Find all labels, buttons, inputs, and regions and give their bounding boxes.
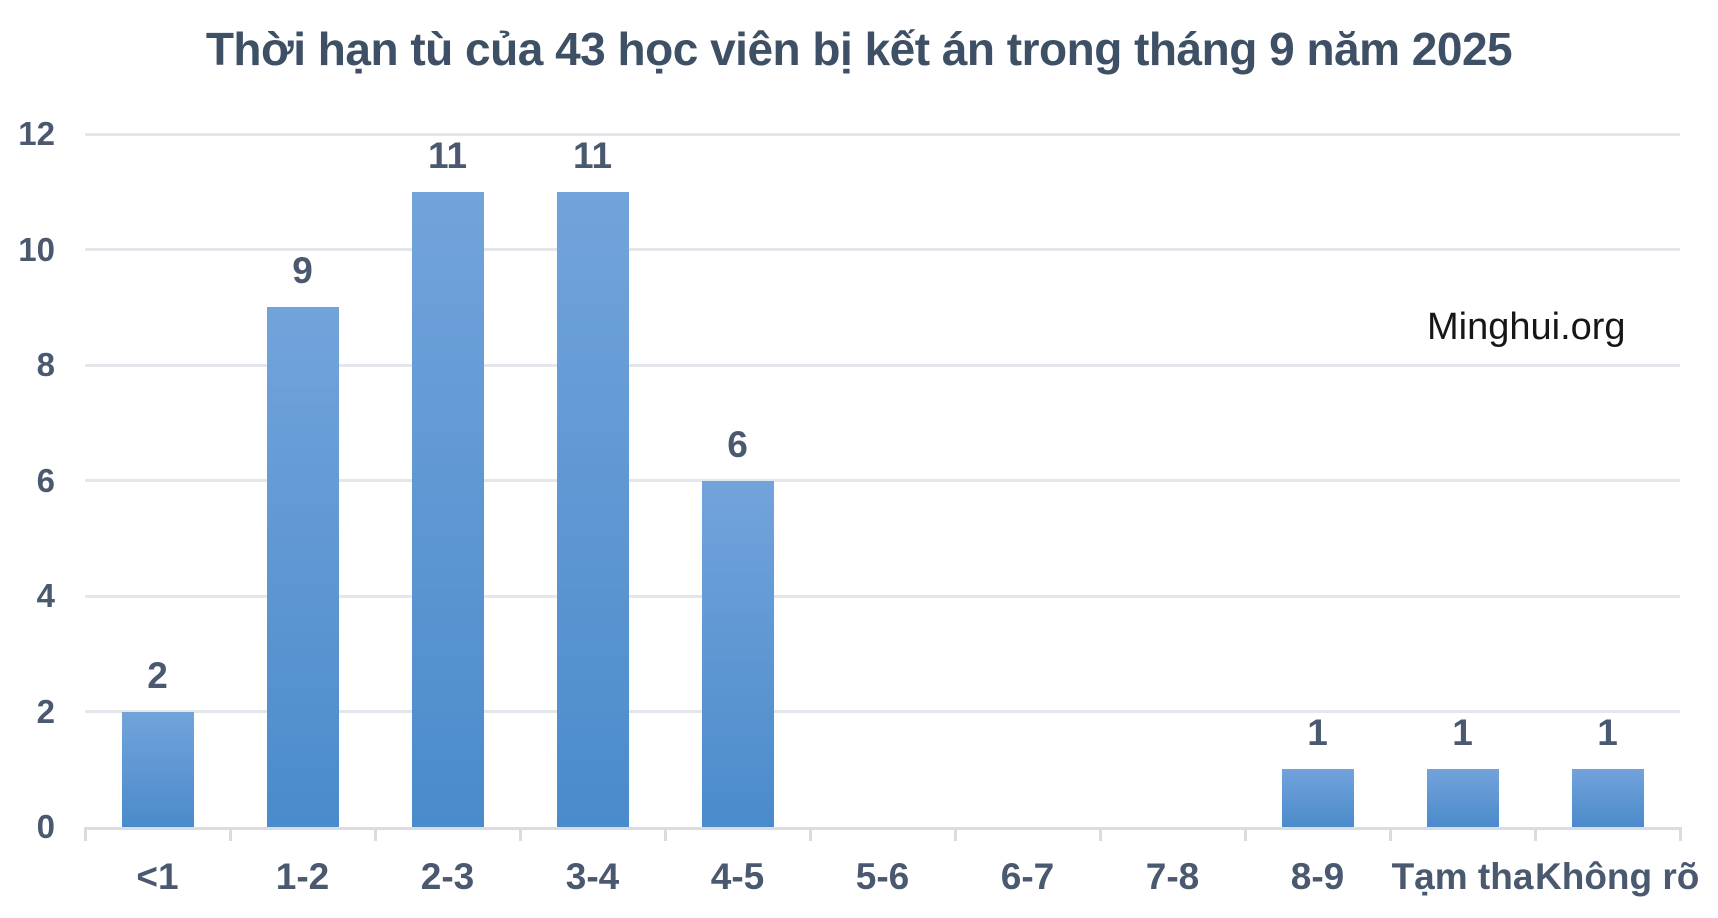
bar <box>266 307 339 827</box>
x-axis-tick-label: 7-8 <box>1145 856 1200 897</box>
x-axis-tick <box>1534 827 1537 841</box>
y-axis-tick-label: 10 <box>18 230 55 268</box>
chart-title: Thời hạn tù của 43 học viên bị kết án tr… <box>205 23 1513 75</box>
x-axis-tick-label: Tạm tha <box>1391 856 1534 897</box>
y-axis-tick-label: 0 <box>36 808 55 845</box>
x-axis-tick-label: 5-6 <box>855 856 910 897</box>
x-axis-tick-label: 6-7 <box>1000 856 1055 897</box>
bar <box>1571 769 1644 827</box>
x-axis-tick <box>519 827 522 841</box>
y-axis-tick-label: 4 <box>36 577 55 614</box>
x-axis-tick <box>1099 827 1102 841</box>
y-axis-tick-label: 12 <box>18 115 55 152</box>
bar-value-label: 2 <box>147 654 168 696</box>
bar <box>411 191 484 827</box>
x-axis-line <box>85 827 1680 830</box>
bar <box>121 711 194 827</box>
x-axis-tick-label: 2-3 <box>420 856 475 897</box>
bar-value-label: 9 <box>292 250 313 292</box>
x-axis-tick-label: 3-4 <box>565 856 620 897</box>
x-axis-tick-label: <1 <box>136 856 179 897</box>
bar-value-label: 11 <box>572 134 613 176</box>
bar-value-label: 1 <box>1452 712 1473 754</box>
x-axis-tick-label: Không rõ <box>1535 856 1700 897</box>
bar-value-label: 1 <box>1307 712 1328 754</box>
gridline <box>85 248 1680 251</box>
bar-value-label: 11 <box>427 134 468 176</box>
bar <box>1281 769 1354 827</box>
y-axis-tick-label: 8 <box>36 346 55 383</box>
gridline <box>85 132 1680 136</box>
watermark-label: Minghui.org <box>1427 306 1626 348</box>
x-axis-tick <box>809 827 812 841</box>
x-axis-tick <box>664 827 667 841</box>
bar <box>556 191 629 827</box>
gridline <box>85 363 1680 367</box>
x-axis-tick <box>229 827 232 841</box>
x-axis-tick-label: 1-2 <box>275 856 330 897</box>
bar-value-label: 1 <box>1597 712 1618 754</box>
x-axis-tick <box>1389 827 1392 841</box>
x-axis-tick <box>84 827 87 841</box>
bar <box>701 480 774 827</box>
x-axis-tick-label: 4-5 <box>710 856 765 897</box>
x-axis-tick <box>1244 827 1247 841</box>
bar-value-label: 6 <box>727 423 748 465</box>
gridline <box>85 479 1680 482</box>
y-axis-tick-label: 6 <box>36 461 55 499</box>
gridline <box>85 710 1680 713</box>
x-axis-tick <box>1679 827 1682 841</box>
x-axis-tick <box>954 827 957 841</box>
x-axis-tick-label: 8-9 <box>1290 856 1345 897</box>
y-axis-tick-label: 2 <box>36 692 55 730</box>
gridline <box>85 594 1680 598</box>
x-axis-tick <box>374 827 377 841</box>
bar <box>1426 769 1499 827</box>
